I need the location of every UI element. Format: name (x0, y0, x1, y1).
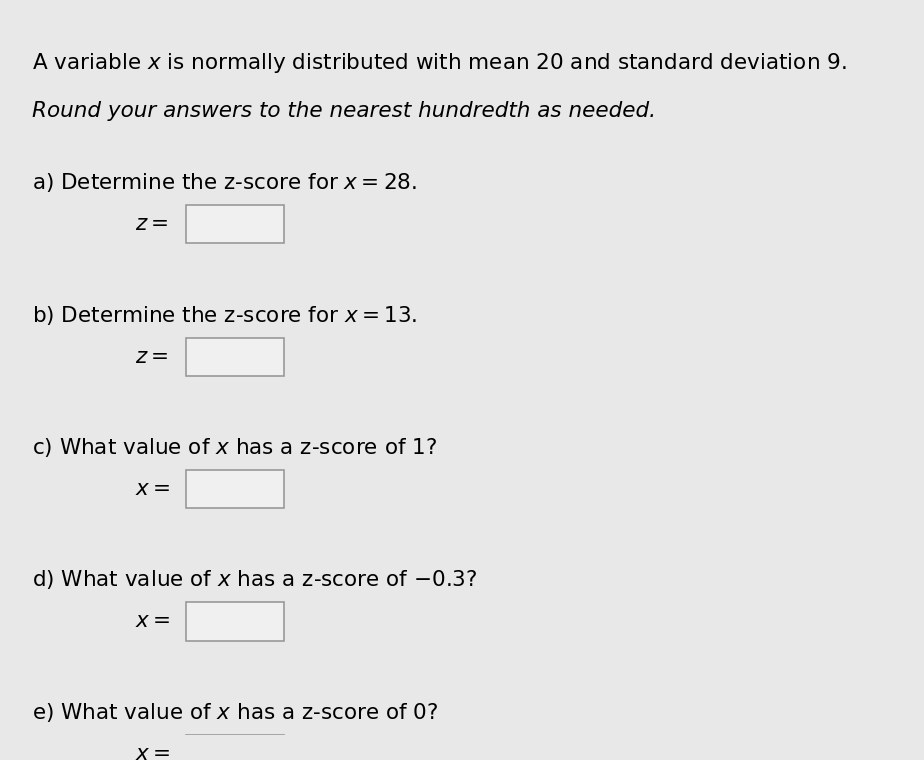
FancyBboxPatch shape (186, 205, 285, 243)
FancyBboxPatch shape (186, 735, 285, 760)
FancyBboxPatch shape (186, 602, 285, 641)
Text: A variable $x$ is normally distributed with mean 20 and standard deviation 9.: A variable $x$ is normally distributed w… (31, 52, 846, 75)
FancyBboxPatch shape (186, 470, 285, 508)
Text: $x =$: $x =$ (136, 479, 171, 499)
FancyBboxPatch shape (186, 337, 285, 375)
Text: $x =$: $x =$ (136, 611, 171, 632)
Text: b) Determine the z-score for $x = 13.$: b) Determine the z-score for $x = 13.$ (31, 304, 418, 327)
Text: d) What value of $x$ has a z-score of $-0.3$?: d) What value of $x$ has a z-score of $-… (31, 568, 478, 591)
Text: $z =$: $z =$ (136, 347, 169, 366)
Text: c) What value of $x$ has a z-score of 1?: c) What value of $x$ has a z-score of 1? (31, 436, 437, 459)
Text: e) What value of $x$ has a z-score of 0?: e) What value of $x$ has a z-score of 0? (31, 701, 438, 724)
Text: $z =$: $z =$ (136, 214, 169, 234)
Text: $x =$: $x =$ (136, 744, 171, 760)
Text: a) Determine the z-score for $x = 28.$: a) Determine the z-score for $x = 28.$ (31, 171, 417, 195)
Text: Round your answers to the nearest hundredth as needed.: Round your answers to the nearest hundre… (31, 102, 656, 122)
